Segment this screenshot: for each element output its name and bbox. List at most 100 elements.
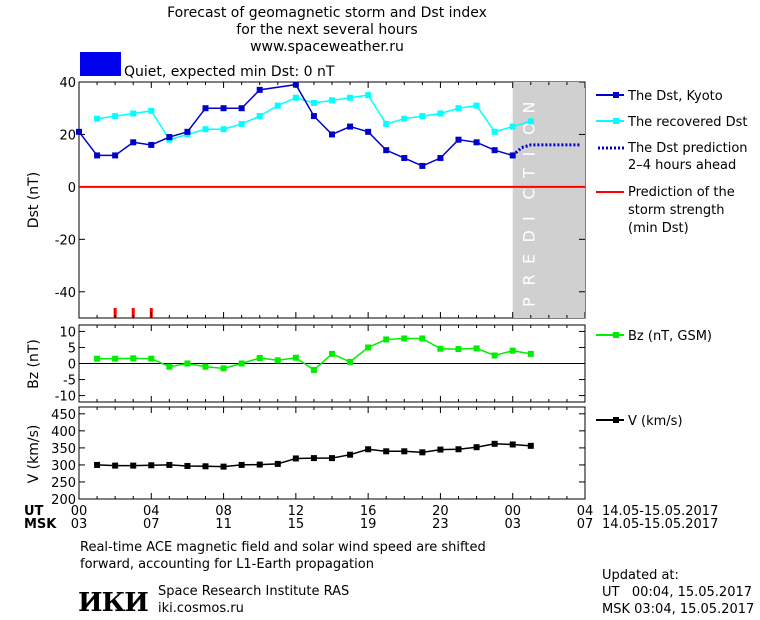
recovered-dst-point <box>419 113 426 120</box>
solar-wind-speed-point <box>455 446 462 453</box>
bz-point <box>491 352 498 359</box>
bz-ytick-label: -10 <box>55 390 76 405</box>
kyoto-dst-point <box>94 152 101 159</box>
recovered-dst-point <box>256 113 263 120</box>
bz-point <box>347 358 354 365</box>
v-ylabel: V (km/s) <box>26 425 42 484</box>
recovered-dst-point <box>202 126 209 133</box>
recovered-dst-point <box>509 123 516 130</box>
solar-wind-speed-point <box>166 461 173 468</box>
kyoto-dst-point <box>347 123 354 130</box>
dst-ytick-label: 0 <box>68 181 76 196</box>
bz-point <box>401 335 408 342</box>
kyoto-dst-point <box>310 113 317 120</box>
recovered-dst-point <box>491 128 498 135</box>
msk-tick-label: 11 <box>215 517 232 532</box>
kyoto-dst-point <box>455 136 462 143</box>
legend-bz-label: Bz (nT, GSM) <box>628 329 712 344</box>
recovered-dst-point <box>94 115 101 122</box>
bz-point <box>329 350 335 357</box>
recovered-dst-point <box>238 120 245 127</box>
legend-recovered-label: The recovered Dst <box>627 115 747 130</box>
solar-wind-speed-point <box>347 451 354 458</box>
solar-wind-speed-point <box>329 455 335 462</box>
bz-point <box>437 345 444 352</box>
bz-point <box>527 350 534 357</box>
bz-point <box>509 347 516 354</box>
bz-ytick-label: 5 <box>68 341 76 356</box>
kyoto-dst-point <box>365 128 372 135</box>
dst-ytick-label: -20 <box>55 233 76 248</box>
kyoto-dst-point <box>112 152 119 159</box>
chart-title-line-2: for the next several hours <box>236 22 417 38</box>
msk-tick-label: 03 <box>504 517 521 532</box>
recovered-dst-point <box>401 115 408 122</box>
solar-wind-speed-point <box>148 462 155 469</box>
kyoto-dst-point <box>256 86 263 93</box>
ut-tick-label: 12 <box>288 504 305 519</box>
solar-wind-speed-point <box>365 446 372 453</box>
recovered-dst-point <box>527 118 534 125</box>
msk-tick-label: 07 <box>143 517 160 532</box>
bz-point <box>383 336 390 343</box>
recovered-dst-point <box>112 113 119 120</box>
bz-point <box>220 365 227 372</box>
legend-dst-label: The Dst, Kyoto <box>627 89 723 104</box>
bz-ytick-label: -5 <box>63 374 76 389</box>
bz-point <box>292 354 299 361</box>
bz-point <box>148 355 155 362</box>
recovered-dst-point <box>473 102 480 109</box>
prediction-band-letter: I <box>519 216 538 221</box>
bz-line <box>97 337 531 371</box>
solar-wind-speed-point <box>292 455 299 462</box>
bz-point <box>112 355 119 362</box>
solar-wind-speed-point <box>238 461 245 468</box>
prediction-band-letter: N <box>519 102 538 114</box>
institute-site: iki.cosmos.ru <box>158 601 244 616</box>
solar-wind-speed-point <box>473 444 480 451</box>
solar-wind-speed-point <box>437 446 444 453</box>
kyoto-dst-point <box>184 128 191 135</box>
chart-title-url: www.spaceweather.ru <box>250 39 404 55</box>
legend-prediction-label-1: The Dst prediction <box>627 141 748 156</box>
bz-point <box>166 363 173 370</box>
recovered-dst-point <box>148 107 155 114</box>
kyoto-dst-point <box>130 139 137 146</box>
dst-ytick-label: 20 <box>59 128 76 143</box>
ut-axis-label: UT <box>24 504 44 519</box>
solar-wind-speed-point <box>383 448 390 455</box>
status-text: Quiet, expected min Dst: 0 nT <box>124 64 335 80</box>
bz-point <box>184 360 191 367</box>
ut-tick-label: 20 <box>432 504 449 519</box>
legend-recovered-marker <box>613 118 619 124</box>
kyoto-dst-point <box>419 162 426 169</box>
recovered-dst-point <box>347 94 354 101</box>
updated-ut: UT 00:04, 15.05.2017 <box>602 585 753 600</box>
bz-point <box>419 335 426 342</box>
legend-storm-label-3: (min Dst) <box>628 221 689 236</box>
solar-wind-speed-point <box>112 462 119 469</box>
msk-axis-label: MSK <box>24 517 57 532</box>
prediction-band-letter: O <box>519 122 538 135</box>
v-ytick-label: 450 <box>51 408 76 423</box>
msk-date-range: 14.05-15.05.2017 <box>602 517 718 532</box>
bz-point <box>274 357 281 364</box>
chart-title-line-1: Forecast of geomagnetic storm and Dst in… <box>167 5 487 21</box>
msk-tick-label: 03 <box>71 517 88 532</box>
legend-storm-label-1: Prediction of the <box>628 185 735 200</box>
bz-panel: 105 0-5-10 <box>55 325 585 405</box>
solar-wind-speed-point <box>256 461 263 468</box>
kyoto-dst-point <box>148 141 155 148</box>
dst-prediction-line <box>511 143 582 157</box>
ut-tick-label: 16 <box>360 504 377 519</box>
bz-point <box>473 345 480 352</box>
dst-ytick-label: -40 <box>55 286 76 301</box>
institute-name: Space Research Institute RAS <box>158 584 350 599</box>
recovered-dst-point <box>130 110 137 117</box>
kyoto-dst-point <box>383 147 390 154</box>
recovered-dst-point <box>455 105 462 112</box>
solar-wind-speed-point <box>509 441 516 448</box>
recovered-dst-point <box>292 94 299 101</box>
bz-point <box>94 355 101 362</box>
